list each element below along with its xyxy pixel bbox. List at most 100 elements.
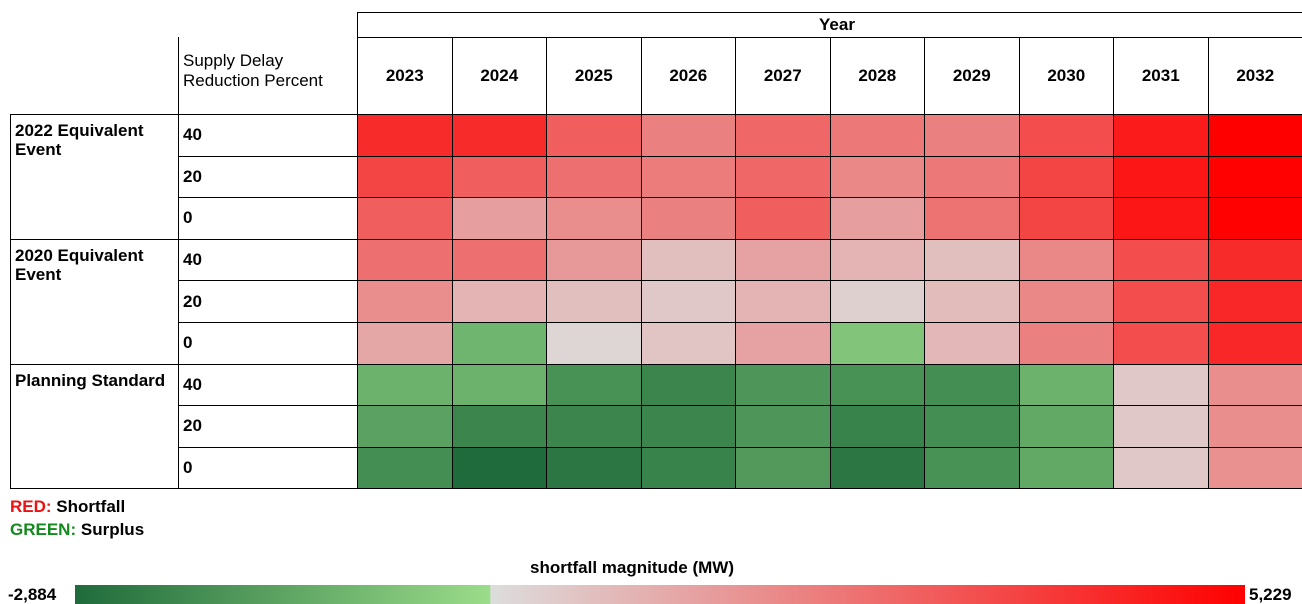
heat-cell	[924, 363, 1020, 407]
heat-cell	[1207, 322, 1302, 365]
heat-cell	[1018, 280, 1114, 323]
year-label: 2027	[735, 37, 831, 115]
heat-cell	[451, 405, 547, 448]
heat-cell	[829, 446, 925, 490]
heat-cell	[640, 238, 736, 282]
heat-cell	[735, 114, 831, 157]
heat-cell	[735, 405, 831, 448]
legend-text: Surplus	[80, 520, 145, 539]
legend-key: GREEN:	[10, 520, 77, 539]
column-header: Year	[357, 12, 1302, 38]
heat-cell	[1207, 280, 1302, 323]
year-label: 2028	[829, 37, 925, 115]
heat-cell	[1113, 405, 1209, 448]
row-label: 20	[178, 280, 358, 323]
row-label: 40	[178, 114, 358, 157]
heat-cell	[640, 155, 736, 199]
heat-cell	[924, 446, 1020, 490]
row-label: 40	[178, 238, 358, 282]
heat-cell	[640, 363, 736, 407]
heat-cell	[829, 114, 925, 157]
row-label: 20	[178, 405, 358, 448]
year-label: 2023	[357, 37, 453, 115]
row-label: 0	[178, 197, 358, 240]
heat-cell	[546, 197, 642, 240]
row-header: Supply Delay Reduction Percent	[178, 37, 358, 115]
heat-cell	[1207, 405, 1302, 448]
heat-cell	[546, 446, 642, 490]
heat-cell	[1018, 363, 1114, 407]
heat-cell	[1207, 155, 1302, 199]
colorbar-title: shortfall magnitude (MW)	[530, 558, 734, 577]
heat-cell	[451, 446, 547, 490]
year-label: 2026	[640, 37, 736, 115]
year-label: 2030	[1018, 37, 1114, 115]
heat-cell	[924, 280, 1020, 323]
heat-cell	[829, 155, 925, 199]
heat-cell	[1207, 197, 1302, 240]
heat-cell	[1113, 114, 1209, 157]
colorbar-tick-label: 5,229	[1249, 585, 1292, 604]
heat-cell	[1113, 322, 1209, 365]
heat-cell	[357, 238, 453, 282]
heat-cell	[735, 363, 831, 407]
heat-cell	[451, 197, 547, 240]
heat-cell	[1018, 197, 1114, 240]
heat-cell	[1207, 446, 1302, 490]
legend-entry: RED: Shortfall	[10, 497, 125, 517]
heat-cell	[829, 322, 925, 365]
heat-cell	[1018, 155, 1114, 199]
heat-cell	[451, 280, 547, 323]
heat-cell	[735, 322, 831, 365]
heat-cell	[451, 114, 547, 157]
legend-text: Shortfall	[56, 497, 126, 516]
group-label: Planning Standard	[10, 363, 179, 490]
heat-cell	[357, 155, 453, 199]
group-label: 2022 Equivalent Event	[10, 114, 179, 240]
colorbar	[75, 585, 1245, 604]
row-label: 20	[178, 155, 358, 199]
heat-cell	[357, 405, 453, 448]
heat-cell	[357, 446, 453, 490]
heat-cell	[357, 197, 453, 240]
heat-cell	[735, 238, 831, 282]
heat-cell	[451, 238, 547, 282]
heat-cell	[546, 280, 642, 323]
heat-cell	[357, 322, 453, 365]
heat-cell	[546, 363, 642, 407]
year-label: 2025	[546, 37, 642, 115]
heat-cell	[924, 114, 1020, 157]
heat-cell	[640, 197, 736, 240]
row-label: 0	[178, 322, 358, 365]
heat-cell	[546, 114, 642, 157]
heat-cell	[924, 197, 1020, 240]
heat-cell	[357, 363, 453, 407]
heat-cell	[546, 238, 642, 282]
group-label: 2020 Equivalent Event	[10, 238, 179, 365]
heat-cell	[640, 446, 736, 490]
heat-cell	[924, 322, 1020, 365]
row-label: 40	[178, 363, 358, 407]
heat-cell	[1207, 238, 1302, 282]
heat-cell	[924, 238, 1020, 282]
heat-cell	[735, 446, 831, 490]
heat-cell	[829, 280, 925, 323]
year-label: 2031	[1113, 37, 1209, 115]
heat-cell	[1113, 280, 1209, 323]
heat-cell	[1207, 114, 1302, 157]
legend-entry: GREEN: Surplus	[10, 520, 144, 540]
heat-cell	[1018, 446, 1114, 490]
heat-cell	[924, 155, 1020, 199]
year-label: 2032	[1207, 37, 1302, 115]
heat-cell	[451, 155, 547, 199]
heat-cell	[1018, 238, 1114, 282]
year-label: 2024	[451, 37, 547, 115]
heat-cell	[640, 322, 736, 365]
heat-cell	[829, 405, 925, 448]
heat-cell	[451, 363, 547, 407]
heat-cell	[1113, 197, 1209, 240]
heat-cell	[640, 405, 736, 448]
heat-cell	[357, 114, 453, 157]
heat-cell	[735, 280, 831, 323]
